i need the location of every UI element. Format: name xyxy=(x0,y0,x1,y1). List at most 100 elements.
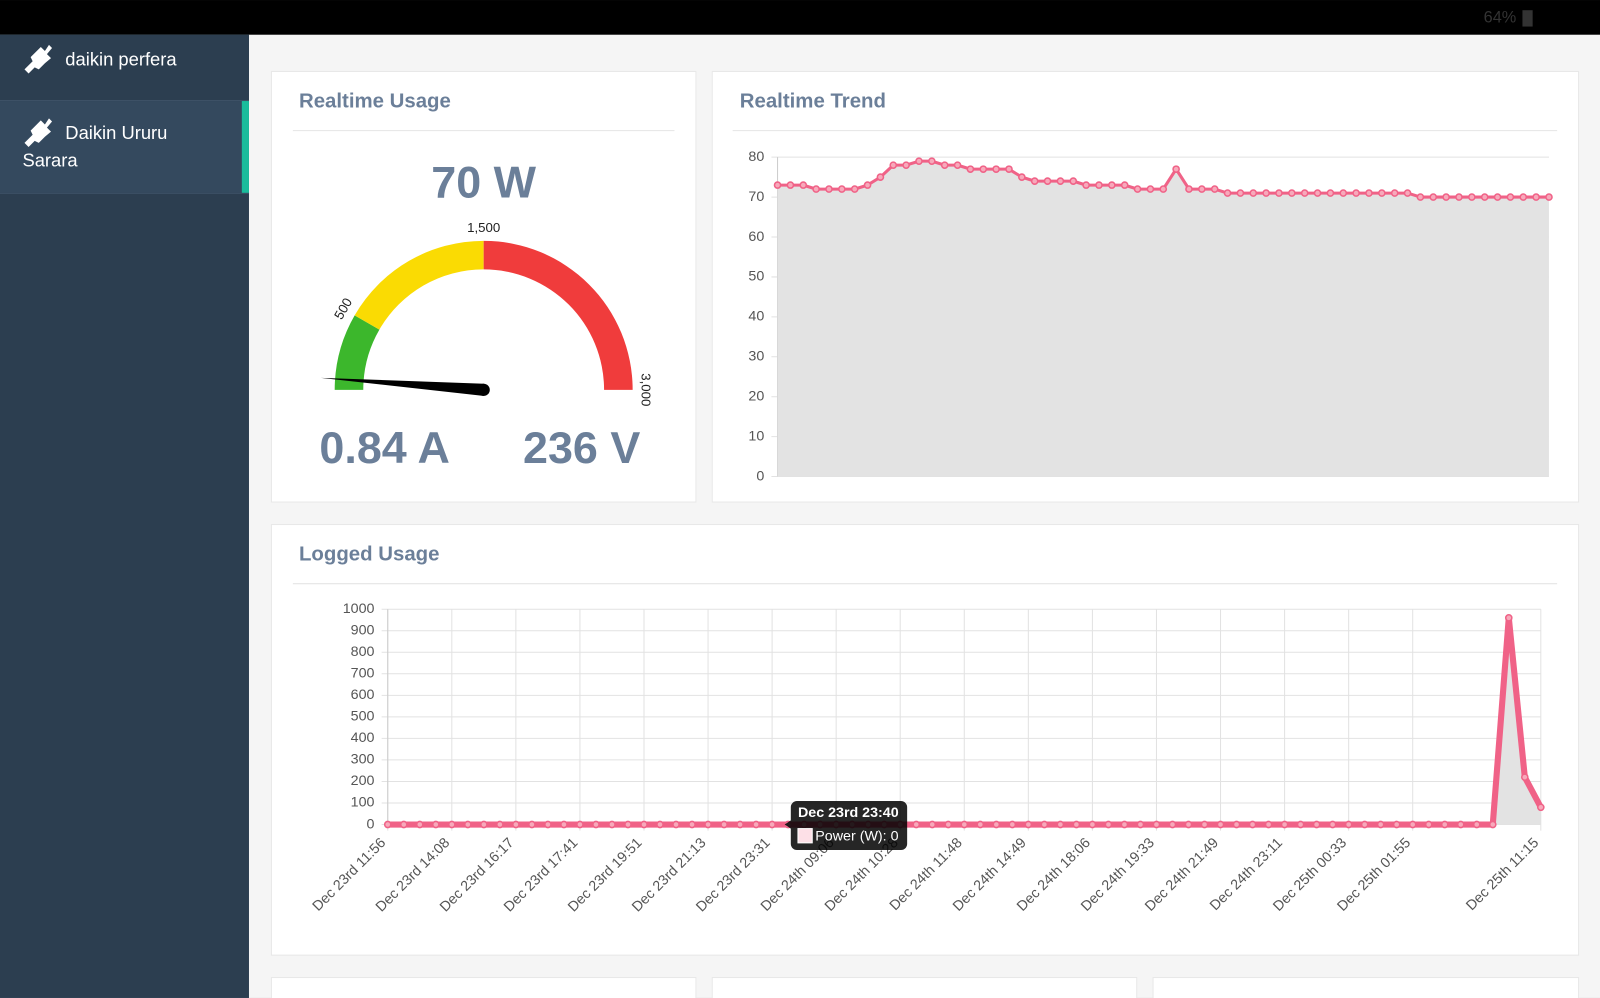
point xyxy=(1232,820,1241,829)
point xyxy=(1360,820,1369,829)
point xyxy=(431,820,440,829)
area xyxy=(777,161,1549,477)
point xyxy=(1392,820,1401,829)
point xyxy=(736,820,744,829)
y-tick-label: 900 xyxy=(351,623,375,639)
point xyxy=(915,157,923,165)
point xyxy=(889,161,898,169)
point xyxy=(838,185,846,193)
point xyxy=(1069,177,1078,185)
point xyxy=(656,820,664,829)
y-tick-label: 200 xyxy=(351,773,375,789)
voltage-value: 236 V xyxy=(523,422,640,473)
sidebar xyxy=(0,34,249,998)
y-tick-label: 800 xyxy=(351,644,375,660)
card xyxy=(1152,977,1580,998)
battery-icon xyxy=(1522,10,1533,27)
point xyxy=(1249,189,1258,197)
point xyxy=(1519,193,1528,201)
y-tick-label: 700 xyxy=(351,666,375,682)
sidebar-label[interactable]: Daikin Ururu Sarara xyxy=(22,122,168,171)
point xyxy=(1018,173,1026,181)
battery-text: 64% xyxy=(1484,9,1517,27)
point xyxy=(1095,181,1103,189)
point xyxy=(1378,189,1386,197)
point xyxy=(1488,820,1497,829)
point xyxy=(480,820,488,829)
y-tick-label: 0 xyxy=(756,468,764,484)
gauge-pivot xyxy=(477,383,490,396)
point xyxy=(953,161,962,169)
point xyxy=(876,173,885,181)
point xyxy=(1108,181,1116,189)
point xyxy=(512,820,520,829)
point xyxy=(1365,189,1373,197)
point xyxy=(1146,185,1155,193)
point xyxy=(1480,193,1489,201)
card xyxy=(270,524,1580,956)
y-tick-label: 1000 xyxy=(343,601,375,617)
y-tick-label: 70 xyxy=(748,189,764,205)
point xyxy=(1280,820,1289,829)
point xyxy=(1005,165,1013,173)
point xyxy=(1468,193,1476,201)
point xyxy=(1504,613,1513,622)
point xyxy=(1296,820,1305,829)
point xyxy=(928,820,937,829)
point xyxy=(1532,193,1540,201)
point xyxy=(1120,820,1129,829)
point xyxy=(992,165,1000,173)
y-tick-label: 80 xyxy=(748,149,764,165)
point xyxy=(704,820,712,829)
point xyxy=(1082,181,1090,189)
point xyxy=(496,820,504,829)
tooltip-box xyxy=(784,801,908,851)
plug-icon xyxy=(24,118,53,147)
gauge-tick-label: 1,500 xyxy=(467,220,500,235)
point xyxy=(1056,820,1065,829)
point xyxy=(976,820,985,829)
point xyxy=(720,820,728,829)
point xyxy=(773,181,782,189)
y-tick-label: 0 xyxy=(367,816,375,832)
point xyxy=(912,820,921,829)
point xyxy=(1172,165,1180,173)
point xyxy=(1536,803,1545,812)
tooltip-label: Power (W): 0 xyxy=(815,829,898,845)
point xyxy=(1152,820,1161,829)
point xyxy=(1339,189,1348,197)
sidebar-item[interactable] xyxy=(0,34,249,101)
point xyxy=(1216,820,1225,829)
point xyxy=(1210,185,1219,193)
status-bar xyxy=(0,0,1600,35)
gauge-tick-label: 3,000 xyxy=(638,373,653,406)
point xyxy=(415,820,424,829)
point xyxy=(1506,193,1515,201)
point xyxy=(1344,820,1353,829)
point xyxy=(902,161,910,169)
point xyxy=(1352,189,1360,197)
point xyxy=(1008,820,1017,829)
y-tick-label: 40 xyxy=(748,309,764,325)
point xyxy=(1456,820,1465,829)
card xyxy=(711,977,1138,998)
point xyxy=(979,165,988,173)
point xyxy=(383,820,392,829)
point xyxy=(1313,189,1322,197)
point xyxy=(1288,189,1296,197)
point xyxy=(608,820,616,829)
gauge-band xyxy=(354,240,484,330)
sidebar-label[interactable]: daikin perfera xyxy=(65,49,177,70)
point xyxy=(752,820,760,829)
point xyxy=(1300,189,1309,197)
card xyxy=(270,977,697,998)
point xyxy=(1442,193,1450,201)
point xyxy=(1455,193,1463,201)
sidebar-item-active[interactable] xyxy=(0,101,249,193)
point xyxy=(1390,189,1399,197)
point xyxy=(1024,820,1033,829)
card xyxy=(270,70,697,503)
point xyxy=(1236,189,1245,197)
point xyxy=(560,820,568,829)
